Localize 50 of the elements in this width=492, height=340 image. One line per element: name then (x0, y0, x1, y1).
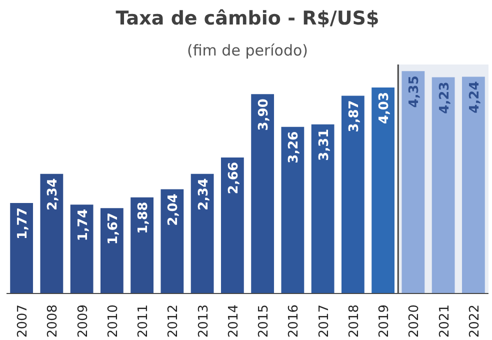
bar (462, 76, 485, 294)
data-label: 3,90 (256, 98, 272, 131)
x-tick-label: 2014 (226, 304, 242, 338)
data-label: 1,88 (136, 202, 152, 234)
chart-subtitle: (fim de período) (186, 42, 308, 60)
data-label: 3,87 (346, 100, 362, 132)
data-label: 4,23 (437, 82, 452, 114)
bar (402, 71, 425, 294)
x-tick-label: 2008 (46, 304, 61, 338)
data-label: 1,67 (106, 212, 121, 245)
x-tick-label: 2010 (106, 304, 121, 338)
data-label: 4,35 (407, 76, 422, 108)
bar (281, 126, 304, 294)
x-tick-label: 2018 (346, 304, 362, 338)
x-tick-label: 2019 (377, 304, 392, 338)
x-tick-label: 2020 (407, 304, 422, 338)
data-label: 3,31 (316, 128, 332, 161)
data-label: 2,04 (166, 194, 182, 226)
bar (311, 124, 334, 294)
data-label: 4,24 (467, 81, 482, 114)
data-label: 2,66 (226, 162, 242, 194)
bar (100, 208, 124, 294)
x-tick-label: 2015 (256, 304, 272, 338)
data-label: 1,74 (76, 209, 91, 242)
bar (251, 94, 274, 294)
bar (372, 88, 395, 294)
x-tick-label: 2016 (286, 304, 302, 338)
bar (341, 96, 364, 294)
x-tick-label: 2012 (166, 304, 182, 338)
x-tick-label: 2009 (76, 304, 91, 338)
x-tick-label: 2022 (467, 304, 482, 338)
x-tick-label: 2017 (316, 304, 332, 338)
bar (160, 189, 184, 294)
bar (432, 77, 455, 294)
data-label: 4,03 (377, 92, 392, 124)
data-label: 1,77 (16, 207, 31, 240)
bar (70, 204, 94, 294)
bar (190, 174, 214, 294)
bar (130, 197, 154, 294)
x-tick-label: 2007 (16, 304, 31, 338)
bar (220, 158, 244, 294)
data-label: 2,34 (46, 178, 61, 210)
chart-title: Taxa de câmbio - R$/US$ (116, 8, 380, 30)
bar (10, 203, 34, 294)
data-label: 3,26 (286, 131, 302, 164)
data-label: 2,34 (196, 178, 212, 210)
x-tick-label: 2021 (437, 304, 452, 338)
x-tick-label: 2013 (196, 304, 212, 338)
bar (40, 174, 64, 294)
x-tick-label: 2011 (136, 304, 152, 338)
